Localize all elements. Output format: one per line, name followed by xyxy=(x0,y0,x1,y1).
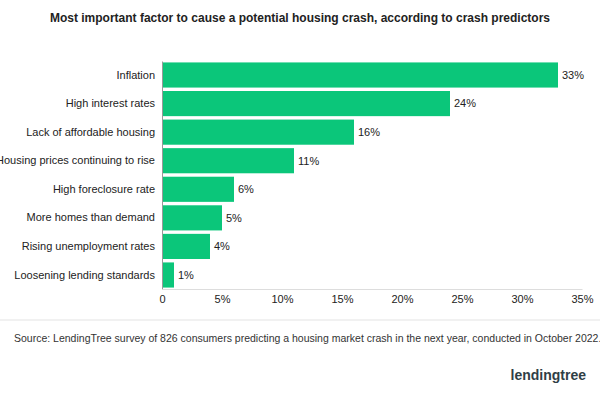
y-tick: Housing prices continuing to rise xyxy=(0,154,162,166)
x-tick: 5% xyxy=(215,289,231,305)
data-label: 24% xyxy=(454,97,476,109)
y-tick-label: Housing prices continuing to rise xyxy=(0,154,155,166)
y-axis: Inflation High interest rates Lack of affo… xyxy=(0,62,163,290)
data-label: 6% xyxy=(238,183,254,195)
y-tick: High foreclosure rate xyxy=(53,183,162,195)
y-axis-line xyxy=(162,62,163,290)
bar xyxy=(162,262,174,287)
bar xyxy=(162,120,354,145)
x-axis: 0 5% 10% 15% 20% 25% 30% 35% xyxy=(159,289,593,305)
data-label: 5% xyxy=(226,212,242,224)
y-tick: High interest rates xyxy=(66,97,162,109)
data-label: 16% xyxy=(358,126,380,138)
bar xyxy=(162,148,294,173)
data-label: 4% xyxy=(214,240,230,252)
data-labels: 33% 24% 16% 11% 6% 5% 4% 1% xyxy=(178,69,584,281)
y-tick: Rising unemployment rates xyxy=(22,240,162,252)
y-tick-label: High foreclosure rate xyxy=(53,183,155,195)
y-tick-label: High interest rates xyxy=(66,97,156,109)
x-tick: 30% xyxy=(511,289,533,305)
x-tick-label: 10% xyxy=(271,293,293,305)
data-label: 1% xyxy=(178,269,194,281)
x-tick-label: 25% xyxy=(451,293,473,305)
source: Source: LendingTree survey of 826 consum… xyxy=(14,332,600,344)
x-tick: 35% xyxy=(571,289,593,305)
bar xyxy=(162,62,558,87)
x-tick-label: 5% xyxy=(215,293,231,305)
x-tick-label: 20% xyxy=(391,293,413,305)
x-tick-label: 0 xyxy=(159,293,165,305)
separator xyxy=(0,320,600,321)
x-tick-label: 35% xyxy=(571,293,593,305)
bar xyxy=(162,205,222,230)
y-tick: Lack of affordable housing xyxy=(26,126,162,138)
x-axis-line xyxy=(163,289,583,290)
logo: lendingtree xyxy=(511,367,587,383)
bar xyxy=(162,177,234,202)
chart: Most important factor to cause a potenti… xyxy=(0,0,600,393)
x-tick: 0 xyxy=(159,289,165,305)
title: Most important factor to cause a potenti… xyxy=(50,11,550,25)
x-tick-label: 15% xyxy=(331,293,353,305)
y-tick-label: Lack of affordable housing xyxy=(26,126,155,138)
y-tick-label: More homes than demand xyxy=(27,211,155,223)
x-tick: 15% xyxy=(331,289,353,305)
x-tick: 25% xyxy=(451,289,473,305)
bars xyxy=(162,62,558,287)
y-tick: Loosening lending standards xyxy=(14,269,162,281)
y-tick-label: Rising unemployment rates xyxy=(22,240,156,252)
bar xyxy=(162,234,210,259)
data-label: 33% xyxy=(562,69,584,81)
y-tick-label: Loosening lending standards xyxy=(14,269,155,281)
y-tick: Inflation xyxy=(116,69,162,81)
x-tick-label: 30% xyxy=(511,293,533,305)
x-tick: 20% xyxy=(391,289,413,305)
y-tick-label: Inflation xyxy=(116,69,155,81)
y-tick: More homes than demand xyxy=(27,211,162,223)
x-tick: 10% xyxy=(271,289,293,305)
bar xyxy=(162,91,450,116)
data-label: 11% xyxy=(298,155,319,167)
